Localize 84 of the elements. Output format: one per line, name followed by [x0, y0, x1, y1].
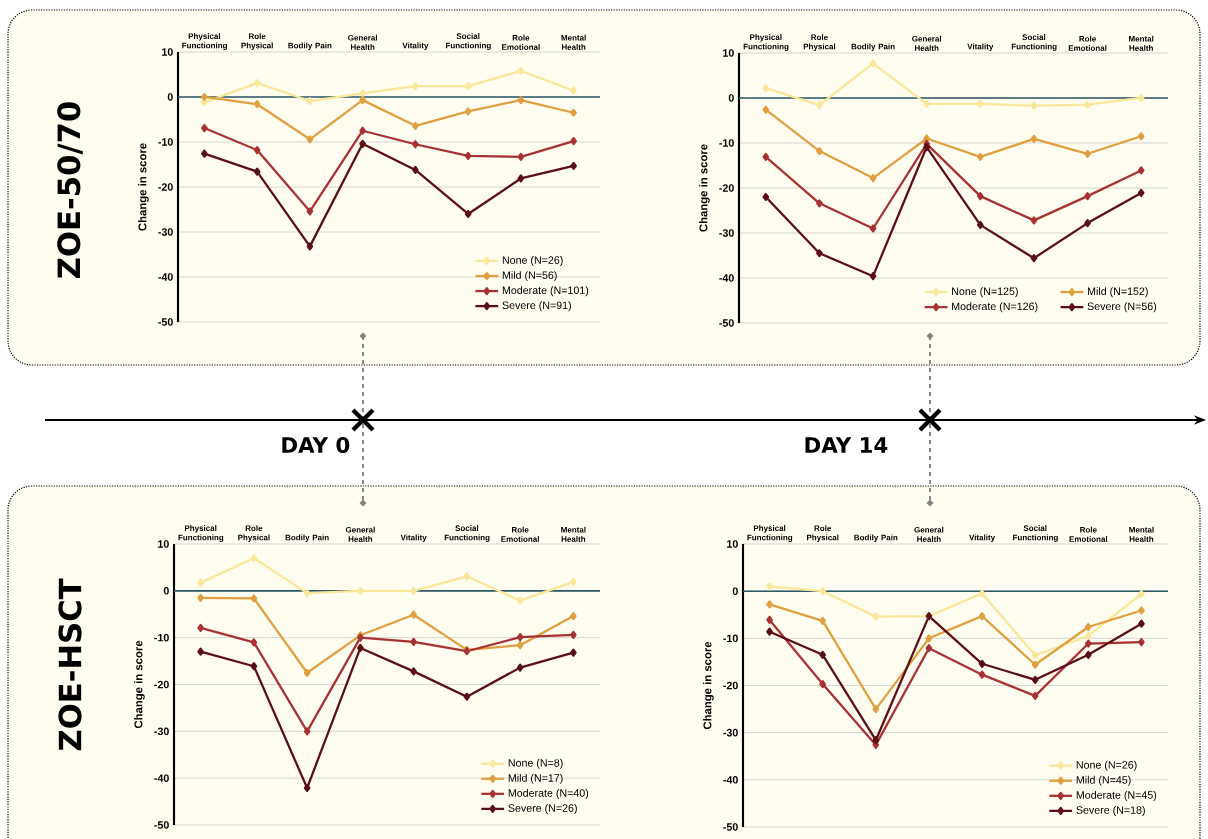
y-tick-label: -10 — [154, 633, 169, 642]
y-tick-label: -10 — [158, 138, 173, 146]
y-tick-label: -40 — [723, 776, 738, 784]
x-tick-label: Physical Functioning — [178, 525, 224, 542]
legend-label: Severe (N=56) — [1087, 302, 1157, 313]
x-tick-label: Mental Health — [561, 526, 586, 542]
x-tick-label: Role Emotional — [1069, 526, 1108, 542]
y-axis-title: Change in score — [138, 143, 149, 231]
y-tick-label: -20 — [723, 681, 738, 690]
y-tick-label: -40 — [719, 274, 734, 282]
y-tick-label: -50 — [723, 823, 738, 831]
x-tick-label: Mental Health — [1129, 35, 1154, 51]
y-tick-label: 0 — [732, 587, 738, 595]
x-tick-label: Social Functioning — [444, 525, 490, 542]
legend-label: Mild (N=45) — [1076, 775, 1131, 786]
x-tick-label: General Health — [348, 34, 377, 50]
x-tick-label: Social Functioning — [1011, 34, 1057, 51]
x-tick-label: Role Physical — [238, 525, 270, 542]
y-tick-label: -20 — [154, 680, 169, 689]
x-tick-label: General Health — [912, 35, 942, 51]
x-tick-label: Vitality — [967, 43, 994, 51]
legend-label: Severe (N=26) — [508, 804, 577, 814]
legend-label: None (N=8) — [508, 758, 563, 769]
y-tick-label: -20 — [719, 184, 734, 192]
x-tick-label: Role Physical — [241, 33, 273, 50]
legend-label: None (N=26) — [502, 256, 563, 267]
text: ZOE-HSCT — [58, 578, 82, 751]
y-tick-label: -30 — [158, 228, 173, 236]
legend-label: Moderate (N=126) — [952, 302, 1038, 313]
y-tick-label: -50 — [719, 319, 734, 327]
y-tick-label: -50 — [154, 821, 169, 829]
y-tick-label: -10 — [719, 139, 734, 147]
x-tick-label: Role Physical — [807, 525, 839, 542]
legend-label: Moderate (N=45) — [1076, 790, 1157, 801]
x-tick-label: Physical Functioning — [747, 525, 793, 542]
legend-label: Moderate (N=40) — [508, 788, 589, 799]
x-tick-label: Vitality — [400, 534, 427, 542]
y-tick-label: -40 — [154, 774, 169, 782]
y-tick-label: -30 — [723, 728, 738, 737]
y-tick-label: 10 — [723, 49, 734, 57]
y-tick-label: 10 — [727, 540, 738, 548]
text: DAY 0 — [282, 436, 350, 454]
legend-label: Mild (N=152) — [1087, 287, 1148, 298]
text: DAY 14 — [805, 437, 888, 453]
x-tick-label: Role Emotional — [502, 34, 540, 50]
y-axis-title: Change in score — [703, 641, 714, 730]
legend-label: Mild (N=17) — [508, 773, 563, 784]
x-tick-label: Role Emotional — [501, 526, 539, 542]
x-tick-label: Mental Health — [1129, 526, 1154, 542]
y-axis-title: Change in score — [134, 640, 145, 729]
y-tick-label: 10 — [162, 48, 173, 56]
y-tick-label: 10 — [158, 540, 169, 548]
text: ZOE-50/70 — [57, 102, 83, 278]
x-tick-label: Bodily Pain — [285, 534, 329, 542]
x-tick-label: Role Physical — [803, 34, 836, 51]
y-tick-label: 0 — [163, 587, 169, 595]
x-tick-label: Vitality — [969, 534, 996, 542]
x-tick-label: Social Functioning — [1013, 525, 1058, 542]
legend-label: Severe (N=18) — [1076, 805, 1145, 816]
y-tick-label: 0 — [728, 94, 734, 102]
x-tick-label: Physical Functioning — [743, 34, 789, 51]
x-tick-label: Role Emotional — [1068, 35, 1107, 51]
x-tick-label: Mental Health — [561, 34, 586, 50]
x-tick-label: Bodily Pain — [288, 42, 332, 50]
y-tick-label: -20 — [158, 183, 173, 191]
y-axis-title: Change in score — [699, 144, 710, 232]
x-tick-label: General Health — [914, 526, 944, 542]
legend-label: None (N=125) — [952, 287, 1018, 298]
x-tick-label: Physical Functioning — [182, 33, 227, 50]
legend-label: Mild (N=56) — [502, 271, 557, 282]
y-tick-label: -10 — [723, 634, 738, 643]
y-tick-label: -30 — [719, 229, 734, 237]
y-tick-label: 0 — [167, 93, 173, 101]
y-tick-label: -30 — [154, 727, 169, 736]
x-tick-label: Vitality — [402, 42, 429, 50]
legend-label: Severe (N=91) — [502, 301, 571, 312]
legend-label: None (N=26) — [1076, 760, 1137, 771]
y-tick-label: -50 — [158, 318, 173, 326]
x-tick-label: Bodily Pain — [851, 43, 895, 51]
x-tick-label: Bodily Pain — [854, 534, 898, 542]
x-tick-label: Social Functioning — [446, 33, 491, 50]
legend-label: Moderate (N=101) — [502, 286, 589, 297]
x-tick-label: General Health — [345, 526, 375, 542]
y-tick-label: -40 — [158, 273, 173, 281]
